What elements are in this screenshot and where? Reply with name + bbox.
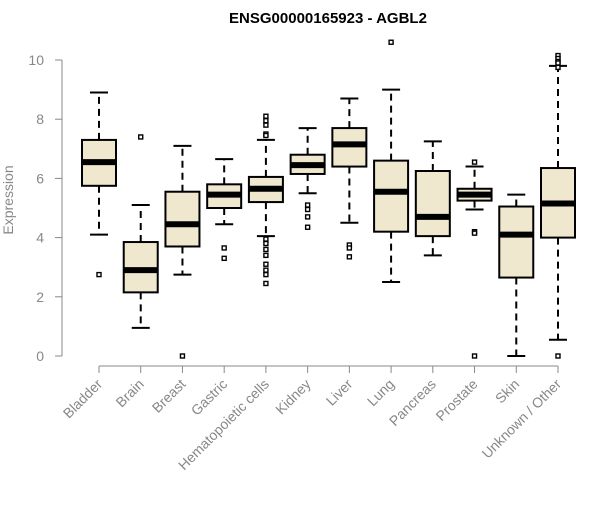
box-group (206, 158, 243, 262)
outlier-point (471, 353, 478, 359)
x-tick-label: Liver (323, 376, 356, 409)
outlier-point (263, 113, 269, 119)
outlier-point (555, 353, 561, 359)
box-group (414, 140, 451, 257)
x-tick-label: Lung (364, 376, 397, 409)
outlier-point (263, 271, 269, 278)
box-iqr (414, 170, 451, 238)
box-iqr (498, 205, 535, 279)
outlier-point (263, 236, 269, 242)
x-tick-label: Skin (492, 376, 523, 407)
y-axis: 0 2 4 6 8 10 (28, 52, 63, 364)
box-group (456, 159, 493, 359)
outlier-point (263, 261, 269, 267)
box-group (331, 97, 368, 260)
outlier-point (263, 240, 269, 247)
y-axis-label: Expression (0, 165, 16, 234)
outlier-point (304, 224, 311, 230)
outlier-point (263, 280, 269, 287)
outlier-point (221, 245, 227, 251)
outlier-point (179, 353, 186, 359)
box-group (289, 127, 326, 230)
box-group (164, 144, 201, 359)
outlier-point (304, 202, 311, 208)
y-tick-label: 4 (36, 230, 44, 246)
outlier-point (388, 39, 394, 45)
box-group (373, 39, 410, 283)
box-group (540, 52, 576, 359)
plot-area (81, 39, 576, 359)
outlier-point (346, 254, 353, 260)
box-iqr (164, 190, 201, 248)
outlier-point (221, 255, 227, 262)
outlier-point (263, 117, 269, 124)
outlier-point (263, 252, 269, 259)
y-tick-label: 0 (36, 348, 44, 364)
y-tick-label: 8 (36, 111, 44, 127)
y-tick-label: 10 (28, 52, 44, 68)
box-group (122, 134, 159, 329)
box-group (247, 113, 284, 287)
outlier-point (555, 60, 561, 66)
outlier-point (96, 271, 102, 278)
x-tick-label: Breast (149, 376, 189, 416)
outlier-point (555, 64, 561, 71)
x-tick-label: Kidney (272, 376, 314, 418)
outlier-point (471, 159, 478, 165)
outlier-point (138, 134, 144, 140)
outlier-point (304, 206, 311, 213)
x-tick-label: Unknown / Other (479, 376, 565, 462)
outlier-point (263, 267, 269, 273)
outlier-point (263, 122, 269, 128)
box-group (498, 193, 535, 357)
outlier-point (346, 245, 353, 251)
y-tick-label: 2 (36, 289, 44, 305)
chart-title: ENSG00000165923 - AGBL2 (229, 10, 427, 27)
outlier-point (471, 230, 478, 236)
x-tick-label: Brain (112, 376, 146, 410)
box-iqr (373, 159, 410, 233)
outlier-point (263, 246, 269, 253)
outlier-point (304, 214, 311, 220)
x-tick-label: Prostate (432, 376, 480, 424)
box-group (81, 91, 117, 278)
outlier-point (263, 132, 269, 139)
x-tick-label: Bladder (60, 376, 106, 422)
y-tick-label: 6 (36, 170, 44, 186)
